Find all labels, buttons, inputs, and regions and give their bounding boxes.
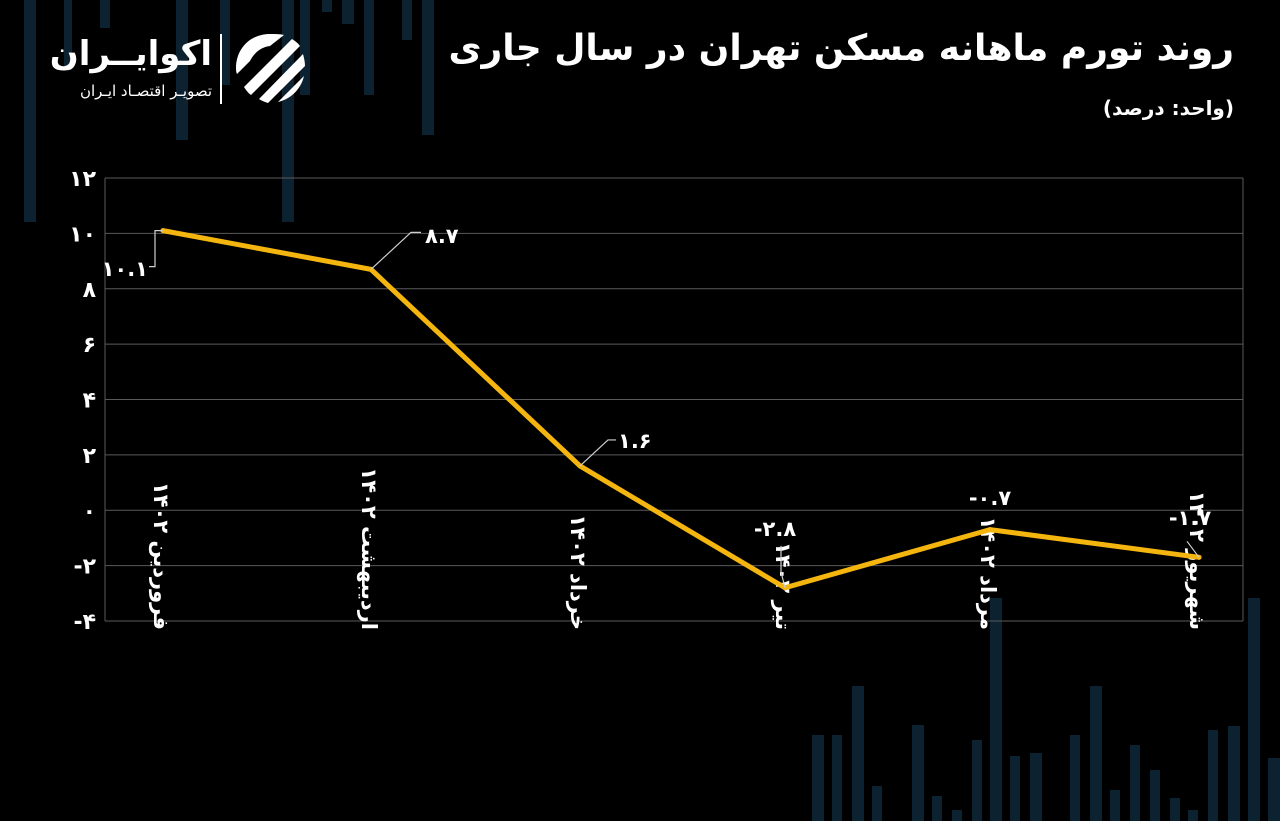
decor-bar — [1150, 770, 1160, 821]
decor-bar — [990, 598, 1002, 821]
data-label-leader — [149, 230, 163, 268]
logo-name: اکوایــران — [49, 34, 212, 74]
y-tick-label: ۴ — [83, 389, 96, 414]
chart-unit-label: (واحد: درصد) — [1102, 96, 1234, 120]
data-label: -۲.۸ — [754, 517, 797, 541]
data-label-leader — [780, 545, 786, 588]
decor-bar — [176, 0, 188, 140]
decor-bar — [1010, 756, 1020, 821]
y-tick-label: -۲ — [73, 555, 96, 580]
decor-bar — [832, 735, 842, 821]
x-tick-label: مرداد ۱۴۰۲ — [976, 517, 1000, 630]
decor-bar — [1070, 735, 1080, 821]
data-label-leader — [1186, 540, 1200, 558]
decor-bar — [1248, 598, 1260, 821]
y-tick-label: -۴ — [73, 610, 96, 635]
decor-bar — [1228, 726, 1240, 821]
series-line — [160, 228, 1202, 591]
decor-bar — [402, 0, 412, 40]
data-label: -۱.۷ — [1169, 506, 1212, 530]
decor-bar — [342, 0, 354, 24]
decor-bar — [872, 786, 882, 821]
y-tick-label: ۰ — [83, 499, 96, 524]
decor-bar — [1030, 753, 1042, 821]
data-point — [987, 527, 993, 533]
decor-bar — [1170, 798, 1180, 821]
decor-bar — [64, 0, 72, 70]
decor-bar — [932, 796, 942, 821]
decor-bar — [972, 740, 982, 821]
data-label: ۱.۶ — [618, 429, 652, 453]
decor-bar — [364, 0, 374, 95]
x-tick-label: شهریور ۱۴۰۲ — [1185, 491, 1209, 630]
data-label: ۸.۷ — [425, 224, 459, 248]
x-tick-label: اردیبهشت ۱۴۰۲ — [357, 467, 381, 630]
data-label-leader — [370, 231, 421, 270]
decor-bar — [322, 0, 332, 12]
decor-bar — [912, 725, 924, 821]
decor-bar — [1268, 758, 1280, 821]
decor-bar — [852, 686, 864, 821]
decor-bar — [1090, 686, 1102, 821]
y-tick-label: ۶ — [83, 333, 96, 358]
y-tick-label: ۸ — [83, 278, 97, 303]
x-tick-label: خرداد ۱۴۰۲ — [566, 514, 590, 630]
decor-bar — [422, 0, 434, 135]
decor-bar — [24, 0, 36, 222]
decor-bar — [812, 735, 824, 821]
decor-bar — [952, 810, 962, 821]
chart-title: روند تورم ماهانه مسکن تهران در سال جاری — [448, 28, 1234, 69]
logo-divider — [220, 34, 222, 104]
decor-bar — [100, 0, 110, 28]
logo-tagline: تصویـر اقتصـاد ایـران — [79, 82, 212, 100]
y-tick-label: ۲ — [83, 444, 97, 469]
decor-bar — [1130, 745, 1140, 821]
decor-bar — [300, 0, 310, 95]
decor-bar — [220, 0, 230, 85]
y-tick-label: ۱۲ — [69, 167, 96, 192]
data-label-leader — [579, 439, 616, 467]
logo: اکوایــران تصویـر اقتصـاد ایـران — [48, 32, 318, 112]
data-label: ۱۰.۱ — [102, 257, 148, 281]
y-tick-label: ۱۰ — [69, 222, 96, 247]
x-tick-label: فروردین ۱۴۰۲ — [149, 482, 173, 630]
decor-bar — [1188, 810, 1198, 821]
data-label: -۰.۷ — [969, 486, 1012, 510]
decor-bar — [1208, 730, 1218, 821]
decor-bar — [1110, 790, 1120, 821]
ekoiran-swirl-icon — [236, 34, 305, 103]
